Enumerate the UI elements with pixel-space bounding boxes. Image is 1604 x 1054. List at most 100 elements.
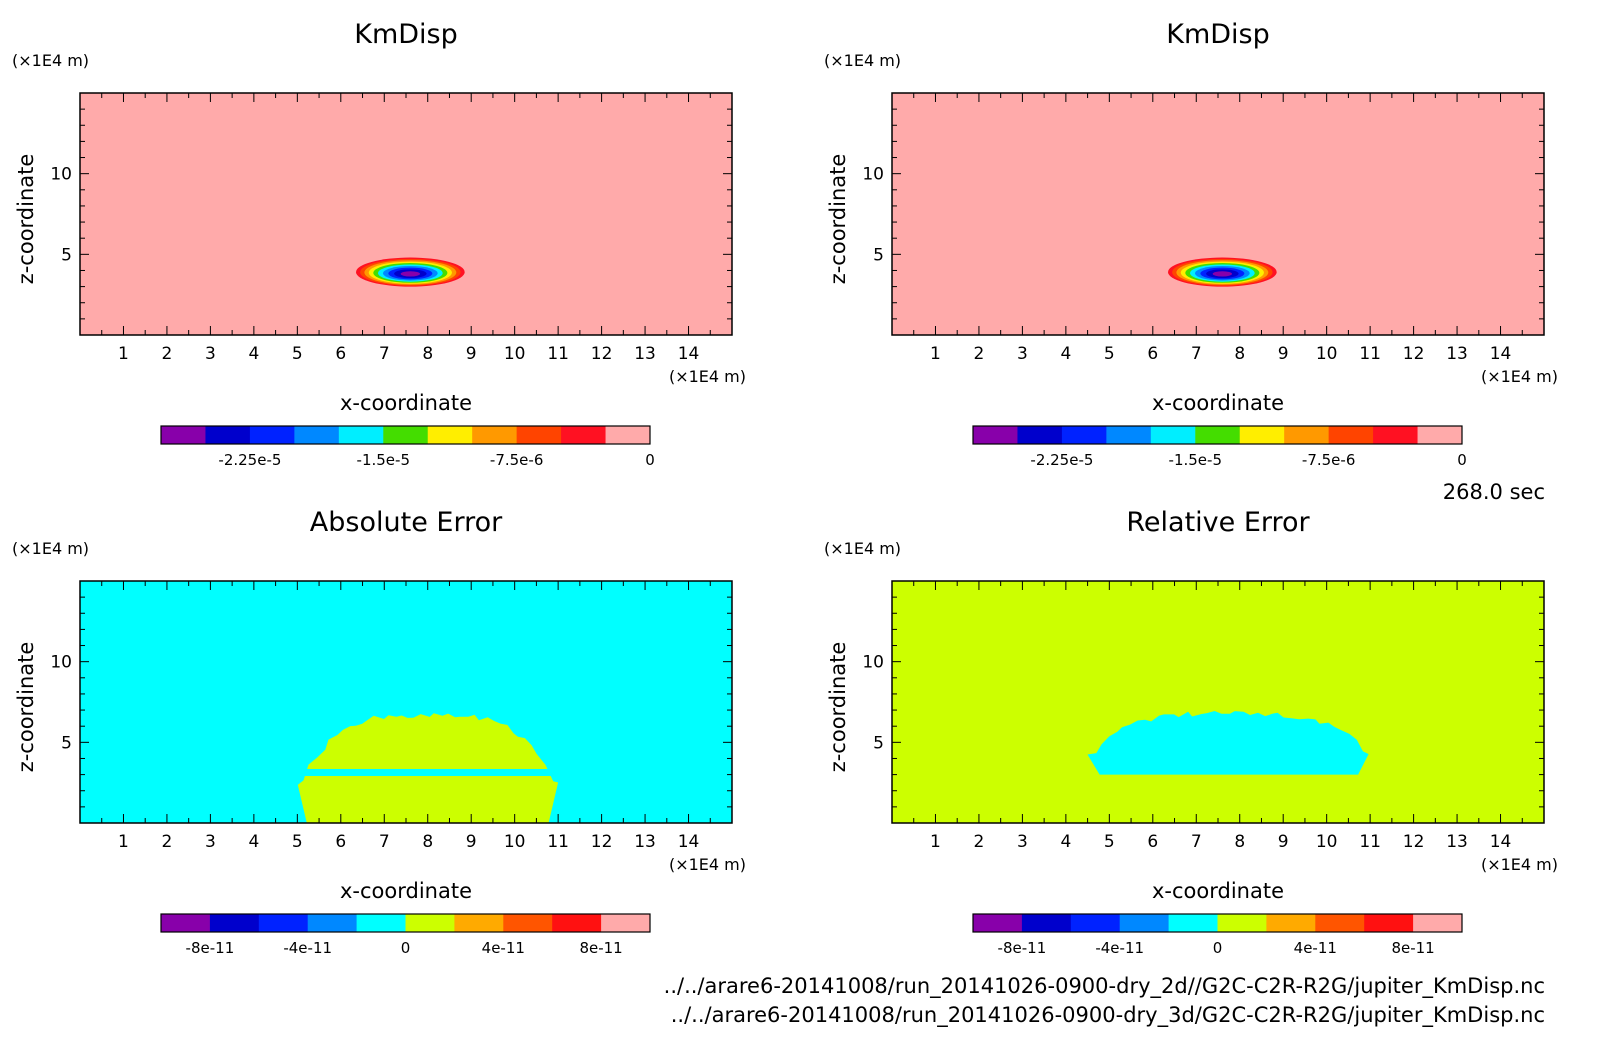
- colorbar-tick-label: 8e-11: [579, 939, 622, 957]
- x-axis-label: x-coordinate: [340, 879, 472, 903]
- colorbar-tick-label: 4e-11: [482, 939, 525, 957]
- y-unit-label: (×1E4 m): [12, 51, 89, 70]
- colorbar-segment: [1017, 426, 1063, 444]
- colorbar-tick-label: -7.5e-6: [1302, 451, 1355, 469]
- colorbar-segment: [161, 426, 206, 444]
- colorbar-tick-label: -4e-11: [1095, 939, 1144, 957]
- colorbar: -8e-11 -4e-11 0 4e-11 8e-11: [160, 913, 651, 957]
- colorbar-tick-label: -1.5e-5: [1169, 451, 1222, 469]
- x-axis-label: x-coordinate: [340, 391, 472, 415]
- colorbar-tick-label: -4e-11: [283, 939, 332, 957]
- x-tick-label: 8: [422, 832, 433, 852]
- x-tick-label: 6: [1147, 832, 1158, 852]
- y-tick-label: 10: [862, 165, 884, 185]
- x-tick-label: 8: [422, 344, 433, 364]
- x-tick-label: 7: [1191, 832, 1202, 852]
- x-axis-label: x-coordinate: [1152, 391, 1284, 415]
- x-unit-label: (×1E4 m): [1481, 367, 1558, 386]
- error-region: [1087, 711, 1369, 775]
- x-tick-label: 3: [1017, 832, 1028, 852]
- x-tick-label: 4: [248, 832, 259, 852]
- colorbar-segment: [356, 914, 406, 932]
- colorbar-segment: [1284, 426, 1330, 444]
- colorbar-tick-label: 0: [1457, 451, 1467, 469]
- colorbar-tick-label: -1.5e-5: [357, 451, 410, 469]
- colorbar-segment: [1413, 914, 1463, 932]
- colorbar-segment: [1328, 426, 1374, 444]
- x-tick-label: 2: [974, 344, 985, 364]
- contour-level-0: [1212, 271, 1233, 277]
- x-tick-label: 4: [1060, 832, 1071, 852]
- colorbar-tick-label: -8e-11: [186, 939, 235, 957]
- x-tick-label: 1: [930, 344, 941, 364]
- y-unit-label: (×1E4 m): [12, 539, 89, 558]
- y-axis-label: z-coordinate: [826, 154, 850, 285]
- x-tick-label: 14: [1490, 344, 1512, 364]
- colorbar-segment: [516, 426, 562, 444]
- x-tick-label: 6: [335, 344, 346, 364]
- x-tick-label: 4: [248, 344, 259, 364]
- colorbar-segment: [1168, 914, 1218, 932]
- colorbar-segment: [338, 426, 384, 444]
- colorbar-segment: [1364, 914, 1414, 932]
- colorbar: -2.25e-5 -1.5e-5 -7.5e-6 0: [972, 425, 1467, 469]
- time-label: 268.0 sec: [1443, 480, 1545, 504]
- colorbar-segment: [1315, 914, 1365, 932]
- x-tick-label: 14: [678, 832, 700, 852]
- panel-2: KmDisp(×1E4 m)1 2 3 4 5 6 7 8 9 10 11 12 13 14510(×1E…: [824, 19, 1558, 469]
- colorbar-segment: [405, 914, 455, 932]
- colorbar-segment: [205, 426, 251, 444]
- x-tick-label: 9: [1278, 832, 1289, 852]
- x-axis-label: x-coordinate: [1152, 879, 1284, 903]
- x-tick-label: 8: [1234, 344, 1245, 364]
- x-tick-label: 11: [547, 344, 569, 364]
- x-tick-label: 2: [162, 344, 173, 364]
- x-tick-label: 1: [118, 344, 129, 364]
- x-tick-label: 3: [205, 832, 216, 852]
- x-tick-label: 5: [1104, 344, 1115, 364]
- x-tick-label: 10: [504, 832, 526, 852]
- panel-title: Absolute Error: [310, 507, 503, 538]
- panel-title: KmDisp: [354, 19, 458, 50]
- x-tick-label: 12: [591, 344, 613, 364]
- x-tick-label: 8: [1234, 832, 1245, 852]
- colorbar-tick-label: 4e-11: [1294, 939, 1337, 957]
- colorbar-segment: [427, 426, 473, 444]
- y-tick-label: 10: [862, 653, 884, 673]
- x-tick-label: 11: [547, 832, 569, 852]
- y-unit-label: (×1E4 m): [824, 51, 901, 70]
- colorbar-segment: [1150, 426, 1196, 444]
- field-background: [892, 581, 1544, 823]
- x-tick-label: 11: [1359, 832, 1381, 852]
- x-tick-label: 3: [205, 344, 216, 364]
- colorbar-frame: [972, 425, 1463, 445]
- x-tick-label: 5: [1104, 832, 1115, 852]
- colorbar-segment: [454, 914, 504, 932]
- colorbar: -2.25e-5 -1.5e-5 -7.5e-6 0: [160, 425, 655, 469]
- colorbar-segment: [605, 426, 651, 444]
- panel-3: Absolute Error(×1E4 m)1 2 3 4 5 6 7 8 9 10 11 12 13 1…: [12, 507, 746, 957]
- colorbar-segment: [1021, 914, 1072, 932]
- x-tick-label: 7: [1191, 344, 1202, 364]
- x-tick-label: 13: [634, 832, 656, 852]
- colorbar-tick-label: -8e-11: [998, 939, 1047, 957]
- x-tick-label: 13: [1446, 832, 1468, 852]
- x-tick-label: 2: [974, 832, 985, 852]
- colorbar-segment: [1070, 914, 1121, 932]
- x-tick-label: 6: [1147, 344, 1158, 364]
- y-tick-label: 5: [873, 733, 884, 753]
- colorbar-tick-label: 8e-11: [1391, 939, 1434, 957]
- colorbar-segment: [1106, 426, 1152, 444]
- x-tick-label: 1: [930, 832, 941, 852]
- panel-1: KmDisp(×1E4 m)1 2 3 4 5 6 7 8 9 10 11 12 13 14510(×1E…: [12, 19, 746, 469]
- y-axis-label: z-coordinate: [826, 642, 850, 773]
- colorbar-segment: [561, 426, 607, 444]
- colorbar-segment: [503, 914, 553, 932]
- colorbar-frame: [160, 913, 651, 933]
- colorbar-segment: [1119, 914, 1170, 932]
- colorbar-tick-label: -7.5e-6: [490, 451, 543, 469]
- x-tick-label: 1: [118, 832, 129, 852]
- x-tick-label: 13: [634, 344, 656, 364]
- x-tick-label: 13: [1446, 344, 1468, 364]
- colorbar-frame: [972, 913, 1463, 933]
